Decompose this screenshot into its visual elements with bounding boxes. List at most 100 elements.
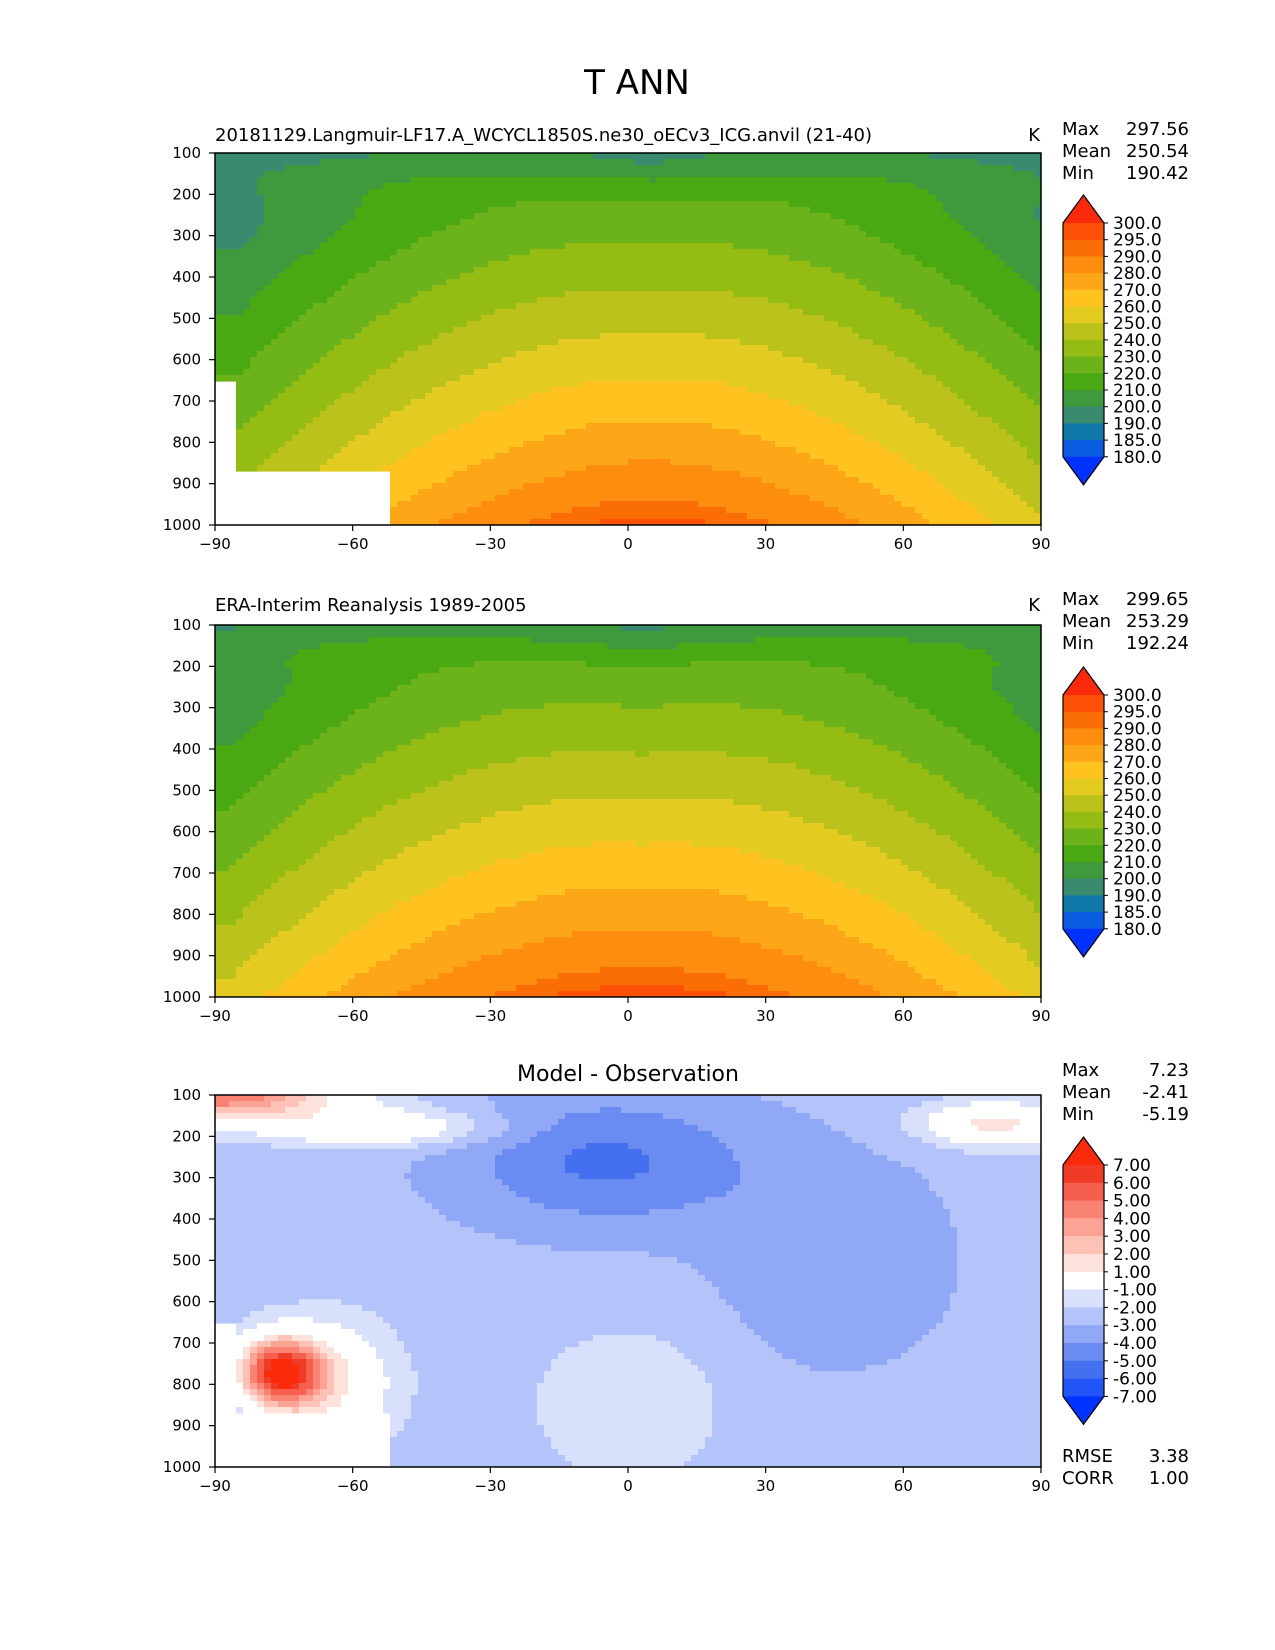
contour-band-cell bbox=[369, 321, 468, 328]
contour-band-cell bbox=[544, 1371, 706, 1378]
contour-band-cell bbox=[530, 249, 769, 256]
contour-band-cell bbox=[544, 1431, 713, 1438]
contour-band-cell bbox=[411, 447, 510, 454]
contour-band-cell bbox=[320, 901, 398, 908]
contour-band-cell bbox=[495, 495, 811, 502]
y-tick-label: 500 bbox=[172, 1251, 201, 1269]
contour-band-cell bbox=[992, 519, 1041, 525]
contour-band-cell bbox=[642, 1149, 734, 1156]
contour-band-cell bbox=[362, 871, 468, 878]
contour-band-cell bbox=[901, 859, 979, 866]
colorbar-segment bbox=[1063, 323, 1104, 341]
contour-band-cell bbox=[369, 703, 545, 710]
contour-band-cell bbox=[320, 159, 636, 166]
colorbar-tick-label: -5.00 bbox=[1113, 1352, 1157, 1372]
contour-band-cell bbox=[215, 1269, 699, 1276]
contour-band-cell bbox=[712, 1131, 846, 1138]
contour-band-cell bbox=[383, 1365, 412, 1372]
contour-band-cell bbox=[215, 943, 265, 950]
contour-band-cell bbox=[215, 297, 251, 304]
contour-band-cell bbox=[845, 781, 951, 788]
contour-band-cell bbox=[236, 625, 622, 632]
contour-band-cell bbox=[901, 1353, 1041, 1360]
colorbar-segment bbox=[1063, 795, 1104, 813]
contour-band-cell bbox=[285, 979, 349, 986]
contour-band-cell bbox=[257, 183, 384, 190]
contour-band-cell bbox=[929, 1119, 972, 1126]
panel-model-contour-field bbox=[215, 153, 1041, 525]
contour-band-cell bbox=[859, 333, 951, 340]
contour-band-cell bbox=[313, 1359, 321, 1366]
contour-band-cell bbox=[782, 859, 902, 866]
contour-band-cell bbox=[551, 1125, 699, 1132]
contour-band-cell bbox=[915, 817, 1000, 824]
contour-band-cell bbox=[334, 835, 433, 842]
contour-band-cell bbox=[705, 519, 769, 525]
contour-band-cell bbox=[838, 829, 937, 836]
contour-band-cell bbox=[271, 937, 342, 944]
contour-band-cell bbox=[747, 513, 846, 520]
contour-band-cell bbox=[264, 1347, 300, 1354]
contour-band-cell bbox=[502, 405, 804, 412]
contour-band-cell bbox=[411, 1179, 503, 1186]
contour-band-cell bbox=[439, 667, 846, 674]
contour-band-cell bbox=[789, 489, 881, 496]
contour-band-cell bbox=[236, 405, 265, 412]
contour-band-cell bbox=[999, 757, 1041, 764]
contour-band-cell bbox=[376, 961, 468, 968]
contour-band-cell bbox=[922, 1101, 972, 1108]
contour-band-cell bbox=[964, 345, 1035, 352]
contour-band-cell bbox=[376, 697, 909, 704]
contour-band-cell bbox=[1027, 393, 1041, 400]
stat-mean-label: Mean bbox=[1062, 141, 1111, 162]
contour-band-cell bbox=[418, 1371, 545, 1378]
contour-band-cell bbox=[509, 255, 790, 262]
contour-band-cell bbox=[215, 1263, 692, 1270]
contour-band-cell bbox=[726, 1143, 867, 1150]
contour-band-cell bbox=[446, 429, 566, 436]
contour-band-cell bbox=[593, 841, 636, 848]
contour-band-cell bbox=[873, 483, 944, 490]
contour-band-cell bbox=[215, 327, 286, 334]
contour-band-cell bbox=[215, 345, 265, 352]
contour-band-cell bbox=[600, 333, 706, 340]
contour-band-cell bbox=[250, 1383, 258, 1390]
contour-band-cell bbox=[922, 1335, 1041, 1342]
colorbar-segment bbox=[1063, 1165, 1104, 1184]
contour-band-cell bbox=[453, 775, 832, 782]
contour-band-cell bbox=[901, 1119, 930, 1126]
contour-band-cell bbox=[1034, 847, 1041, 854]
contour-band-cell bbox=[803, 715, 937, 722]
contour-band-cell bbox=[215, 1281, 713, 1288]
contour-band-cell bbox=[936, 267, 1014, 274]
contour-band-cell bbox=[215, 715, 265, 722]
contour-band-cell bbox=[901, 405, 972, 412]
contour-band-cell bbox=[285, 267, 370, 274]
contour-band-cell bbox=[957, 339, 1028, 346]
contour-band-cell bbox=[887, 447, 965, 454]
contour-band-cell bbox=[537, 345, 769, 352]
contour-band-cell bbox=[215, 153, 370, 160]
contour-band-cell bbox=[313, 907, 391, 914]
y-tick-label: 100 bbox=[172, 616, 201, 634]
contour-band-cell bbox=[334, 889, 426, 896]
contour-band-cell bbox=[411, 1407, 538, 1414]
contour-band-cell bbox=[215, 1317, 244, 1324]
contour-band-cell bbox=[215, 1197, 426, 1204]
contour-band-cell bbox=[726, 507, 839, 514]
contour-band-cell bbox=[936, 1131, 1041, 1138]
stat-min-value: -5.19 bbox=[1142, 1104, 1189, 1125]
contour-band-cell bbox=[334, 781, 440, 788]
contour-band-cell bbox=[425, 393, 531, 400]
contour-band-cell bbox=[663, 703, 741, 710]
contour-band-cell bbox=[327, 841, 419, 848]
colorbar-segment bbox=[1063, 1200, 1104, 1219]
contour-band-cell bbox=[950, 387, 1021, 394]
contour-band-cell bbox=[936, 429, 1007, 436]
contour-band-cell bbox=[215, 793, 244, 800]
contour-band-cell bbox=[992, 309, 1041, 316]
contour-band-cell bbox=[838, 925, 923, 932]
contour-band-cell bbox=[236, 435, 293, 442]
contour-band-cell bbox=[502, 1149, 573, 1156]
contour-band-cell bbox=[810, 207, 944, 214]
